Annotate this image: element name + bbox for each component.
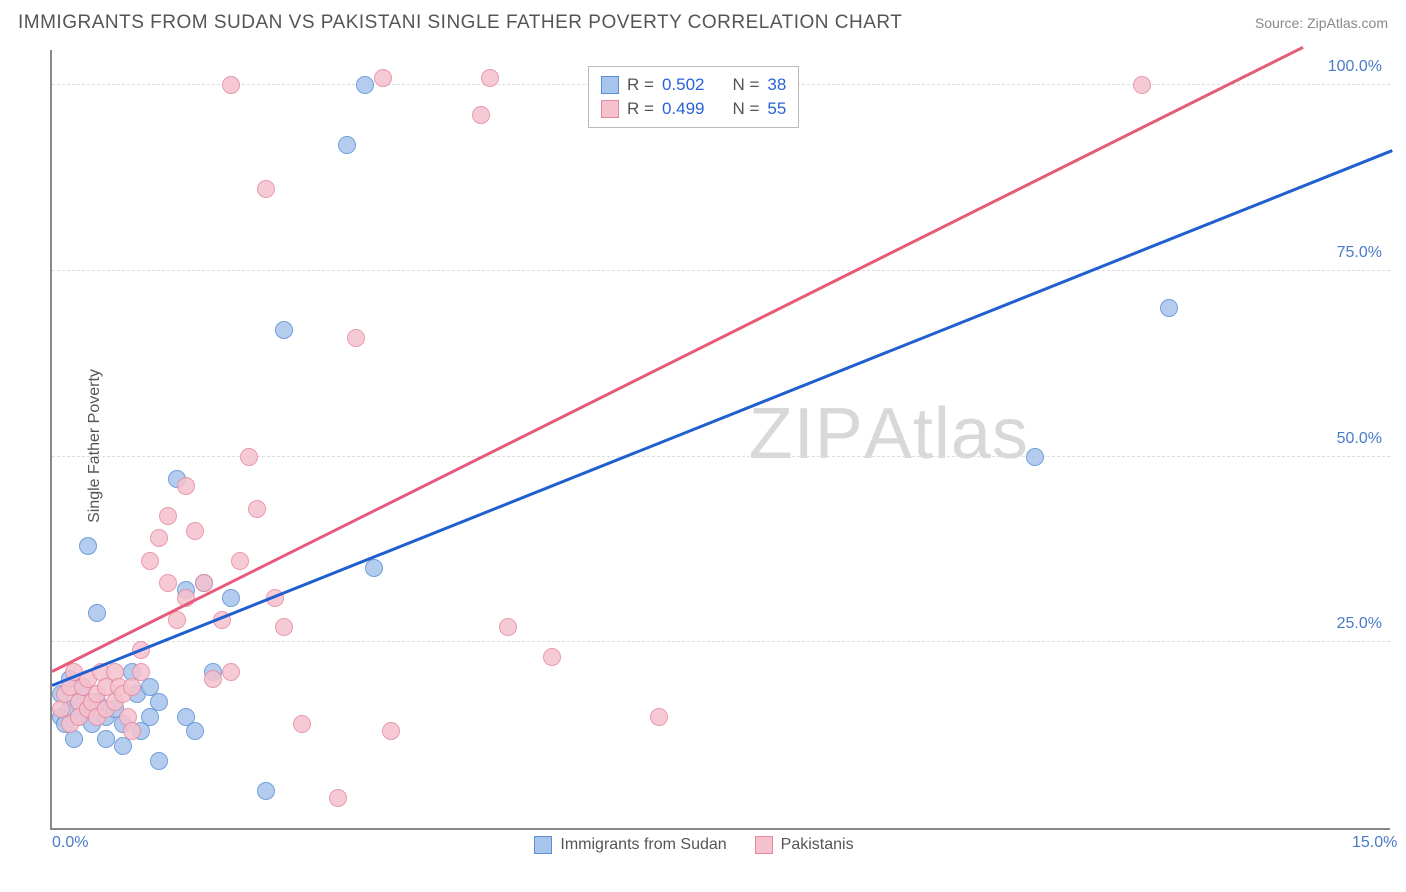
r-value: 0.502 [662, 75, 705, 95]
series-label: Pakistanis [781, 836, 854, 854]
scatter-point-pakistanis [374, 69, 392, 87]
scatter-point-pakistanis [329, 789, 347, 807]
scatter-point-sudan [88, 604, 106, 622]
scatter-point-pakistanis [132, 663, 150, 681]
gridline [52, 270, 1390, 271]
source-name: ZipAtlas.com [1307, 15, 1388, 31]
scatter-point-sudan [97, 730, 115, 748]
scatter-point-pakistanis [481, 69, 499, 87]
r-label: R = [627, 99, 654, 119]
scatter-point-pakistanis [159, 574, 177, 592]
n-label: N = [732, 75, 759, 95]
scatter-point-sudan [275, 321, 293, 339]
scatter-point-pakistanis [382, 722, 400, 740]
watermark: ZIPAtlas [749, 393, 1029, 475]
source-attribution: Source: ZipAtlas.com [1255, 15, 1388, 31]
legend-swatch-sudan [601, 76, 619, 94]
scatter-point-pakistanis [347, 329, 365, 347]
y-tick-label: 100.0% [1328, 58, 1382, 76]
x-tick-label: 15.0% [1352, 834, 1397, 852]
chart-title: IMMIGRANTS FROM SUDAN VS PAKISTANI SINGL… [18, 12, 902, 34]
r-value: 0.499 [662, 99, 705, 119]
series-legend-item-sudan: Immigrants from Sudan [534, 836, 726, 854]
source-label: Source: [1255, 15, 1307, 31]
scatter-point-sudan [1026, 448, 1044, 466]
scatter-point-pakistanis [231, 552, 249, 570]
y-tick-label: 50.0% [1337, 430, 1382, 448]
n-label: N = [732, 99, 759, 119]
scatter-point-pakistanis [177, 477, 195, 495]
chart-plot-area: ZIPAtlas 25.0%50.0%75.0%100.0%0.0%15.0%R… [50, 50, 1390, 830]
y-tick-label: 25.0% [1337, 615, 1382, 633]
scatter-point-sudan [186, 722, 204, 740]
scatter-point-pakistanis [123, 722, 141, 740]
scatter-point-pakistanis [168, 611, 186, 629]
scatter-point-pakistanis [204, 670, 222, 688]
scatter-point-pakistanis [141, 552, 159, 570]
header: IMMIGRANTS FROM SUDAN VS PAKISTANI SINGL… [18, 12, 1388, 34]
watermark-prefix: ZIP [749, 394, 864, 474]
scatter-point-sudan [1160, 299, 1178, 317]
scatter-point-sudan [79, 537, 97, 555]
y-tick-label: 75.0% [1337, 244, 1382, 262]
legend-row-pakistanis: R = 0.499 N = 55 [601, 97, 786, 121]
gridline [52, 641, 1390, 642]
legend-swatch-pakistanis [601, 100, 619, 118]
scatter-point-sudan [257, 782, 275, 800]
scatter-point-pakistanis [222, 76, 240, 94]
scatter-point-sudan [365, 559, 383, 577]
scatter-point-pakistanis [248, 500, 266, 518]
scatter-point-sudan [150, 693, 168, 711]
legend-swatch-sudan [534, 836, 552, 854]
trend-line-pakistanis [51, 46, 1303, 672]
trend-line-sudan [52, 150, 1393, 687]
scatter-point-pakistanis [499, 618, 517, 636]
scatter-point-pakistanis [150, 529, 168, 547]
correlation-legend: R = 0.502 N = 38 R = 0.499 N = 55 [588, 66, 799, 128]
scatter-point-pakistanis [543, 648, 561, 666]
r-label: R = [627, 75, 654, 95]
scatter-point-pakistanis [257, 180, 275, 198]
scatter-point-pakistanis [159, 507, 177, 525]
scatter-point-pakistanis [240, 448, 258, 466]
watermark-suffix: Atlas [864, 394, 1029, 474]
scatter-point-pakistanis [650, 708, 668, 726]
scatter-point-pakistanis [195, 574, 213, 592]
scatter-point-sudan [150, 752, 168, 770]
legend-row-sudan: R = 0.502 N = 38 [601, 73, 786, 97]
scatter-point-pakistanis [186, 522, 204, 540]
legend-swatch-pakistanis [755, 836, 773, 854]
n-value: 55 [767, 99, 786, 119]
scatter-point-pakistanis [222, 663, 240, 681]
scatter-point-sudan [356, 76, 374, 94]
series-legend: Immigrants from Sudan Pakistanis [534, 836, 853, 854]
x-tick-label: 0.0% [52, 834, 88, 852]
scatter-point-pakistanis [472, 106, 490, 124]
n-value: 38 [767, 75, 786, 95]
scatter-point-pakistanis [1133, 76, 1151, 94]
scatter-point-pakistanis [275, 618, 293, 636]
scatter-point-sudan [222, 589, 240, 607]
scatter-point-pakistanis [293, 715, 311, 733]
scatter-point-sudan [338, 136, 356, 154]
series-label: Immigrants from Sudan [560, 836, 726, 854]
series-legend-item-pakistanis: Pakistanis [755, 836, 854, 854]
